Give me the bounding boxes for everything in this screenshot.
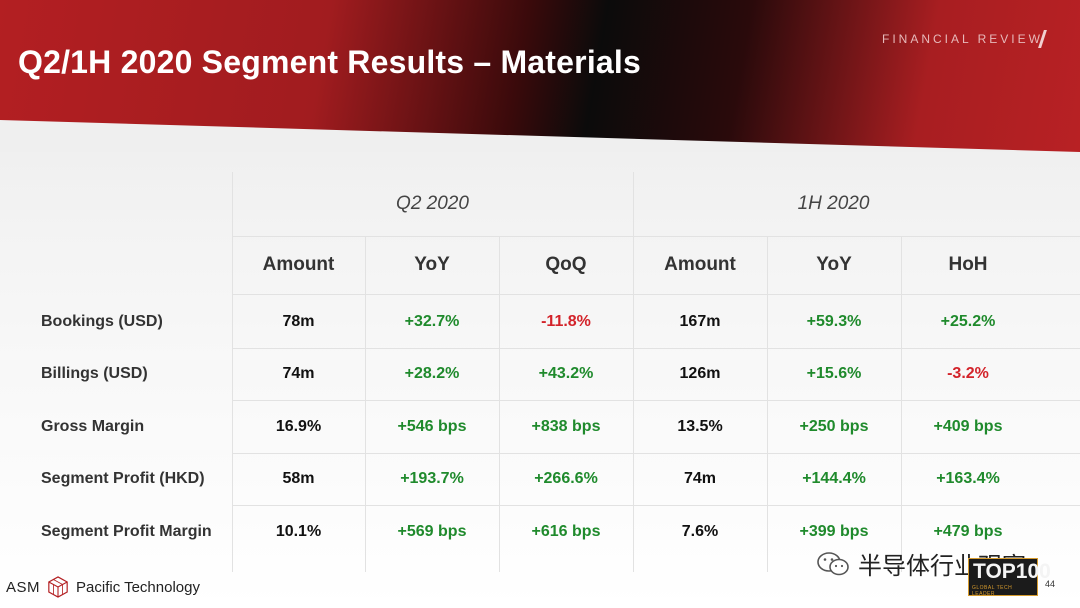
table-cell: +546 bps bbox=[397, 418, 467, 435]
group-header-1h: 1H 2020 bbox=[797, 193, 870, 214]
table-cell: +28.2% bbox=[404, 365, 460, 382]
table-cell: +43.2% bbox=[538, 365, 594, 382]
table-cell: +479 bps bbox=[933, 523, 1003, 540]
group-header-q2: Q2 2020 bbox=[396, 193, 469, 214]
table-divider bbox=[232, 172, 233, 572]
table-cell: 13.5% bbox=[677, 418, 723, 435]
table-cell: -3.2% bbox=[947, 365, 989, 382]
section-label: FINANCIAL REVIEW bbox=[882, 32, 1043, 46]
top100-badge-subtitle: GLOBAL TECH LEADER bbox=[972, 585, 1013, 597]
table-cell: +144.4% bbox=[802, 470, 866, 487]
column-header: HoH bbox=[948, 254, 988, 275]
table-cell: -11.8% bbox=[541, 313, 591, 330]
table-cell: 58m bbox=[282, 470, 315, 487]
table-cell: +193.7% bbox=[400, 470, 464, 487]
slide-title: Q2/1H 2020 Segment Results – Materials bbox=[18, 44, 641, 80]
table-cell: +616 bps bbox=[531, 523, 601, 540]
table-divider bbox=[232, 236, 1080, 237]
row-label: Gross Margin bbox=[41, 418, 145, 435]
table-cell: +163.4% bbox=[936, 470, 1000, 487]
table-divider bbox=[499, 236, 500, 572]
table-divider bbox=[232, 453, 1080, 454]
top100-badge-title: TOP100 bbox=[973, 560, 1051, 583]
row-label: Segment Profit (HKD) bbox=[41, 470, 205, 487]
table-divider bbox=[232, 400, 1080, 401]
table-cell: +409 bps bbox=[933, 418, 1003, 435]
content-background bbox=[0, 152, 1080, 608]
table-cell: 167m bbox=[679, 313, 721, 330]
top100-badge: TOP100 GLOBAL TECH LEADER bbox=[968, 558, 1051, 597]
table-cell: 74m bbox=[683, 470, 717, 487]
column-header: Amount bbox=[664, 254, 736, 275]
company-logo: ASM Pacific Technology bbox=[6, 576, 200, 598]
row-label: Billings (USD) bbox=[41, 365, 148, 382]
table-cell: +838 bps bbox=[531, 418, 601, 435]
table-divider bbox=[232, 348, 1080, 349]
table-cell: +59.3% bbox=[806, 313, 862, 330]
asm-cube-logo-icon bbox=[48, 576, 68, 598]
table-divider bbox=[365, 236, 366, 572]
table-cell: 74m bbox=[282, 365, 315, 382]
table-divider bbox=[901, 236, 902, 572]
row-label: Bookings (USD) bbox=[41, 313, 163, 330]
table-cell: 10.1% bbox=[275, 523, 322, 540]
table-cell: +569 bps bbox=[397, 523, 467, 540]
table-divider bbox=[232, 294, 1080, 295]
table-cell: 78m bbox=[282, 313, 315, 330]
table-divider bbox=[633, 172, 634, 572]
table-divider bbox=[767, 236, 768, 572]
table-cell: 7.6% bbox=[681, 523, 719, 540]
table-cell: +399 bps bbox=[799, 523, 869, 540]
column-header: YoY bbox=[414, 254, 450, 275]
logo-text-pacific-technology: Pacific Technology bbox=[76, 578, 200, 596]
table-cell: +25.2% bbox=[940, 313, 996, 330]
logo-text-asm: ASM bbox=[6, 578, 41, 596]
table-divider bbox=[232, 505, 1080, 506]
column-header: QoQ bbox=[545, 254, 587, 275]
table-cell: 126m bbox=[679, 365, 721, 382]
column-header: Amount bbox=[262, 254, 335, 275]
table-cell: +266.6% bbox=[534, 470, 598, 487]
page-number: 44 bbox=[1045, 579, 1056, 589]
row-label: Segment Profit Margin bbox=[41, 523, 212, 540]
table-cell: +250 bps bbox=[799, 418, 869, 435]
table-cell: +15.6% bbox=[806, 365, 862, 382]
wechat-icon bbox=[817, 551, 849, 575]
table-cell: 16.9% bbox=[275, 418, 322, 435]
table-cell: +32.7% bbox=[404, 313, 460, 330]
column-header: YoY bbox=[816, 254, 852, 275]
